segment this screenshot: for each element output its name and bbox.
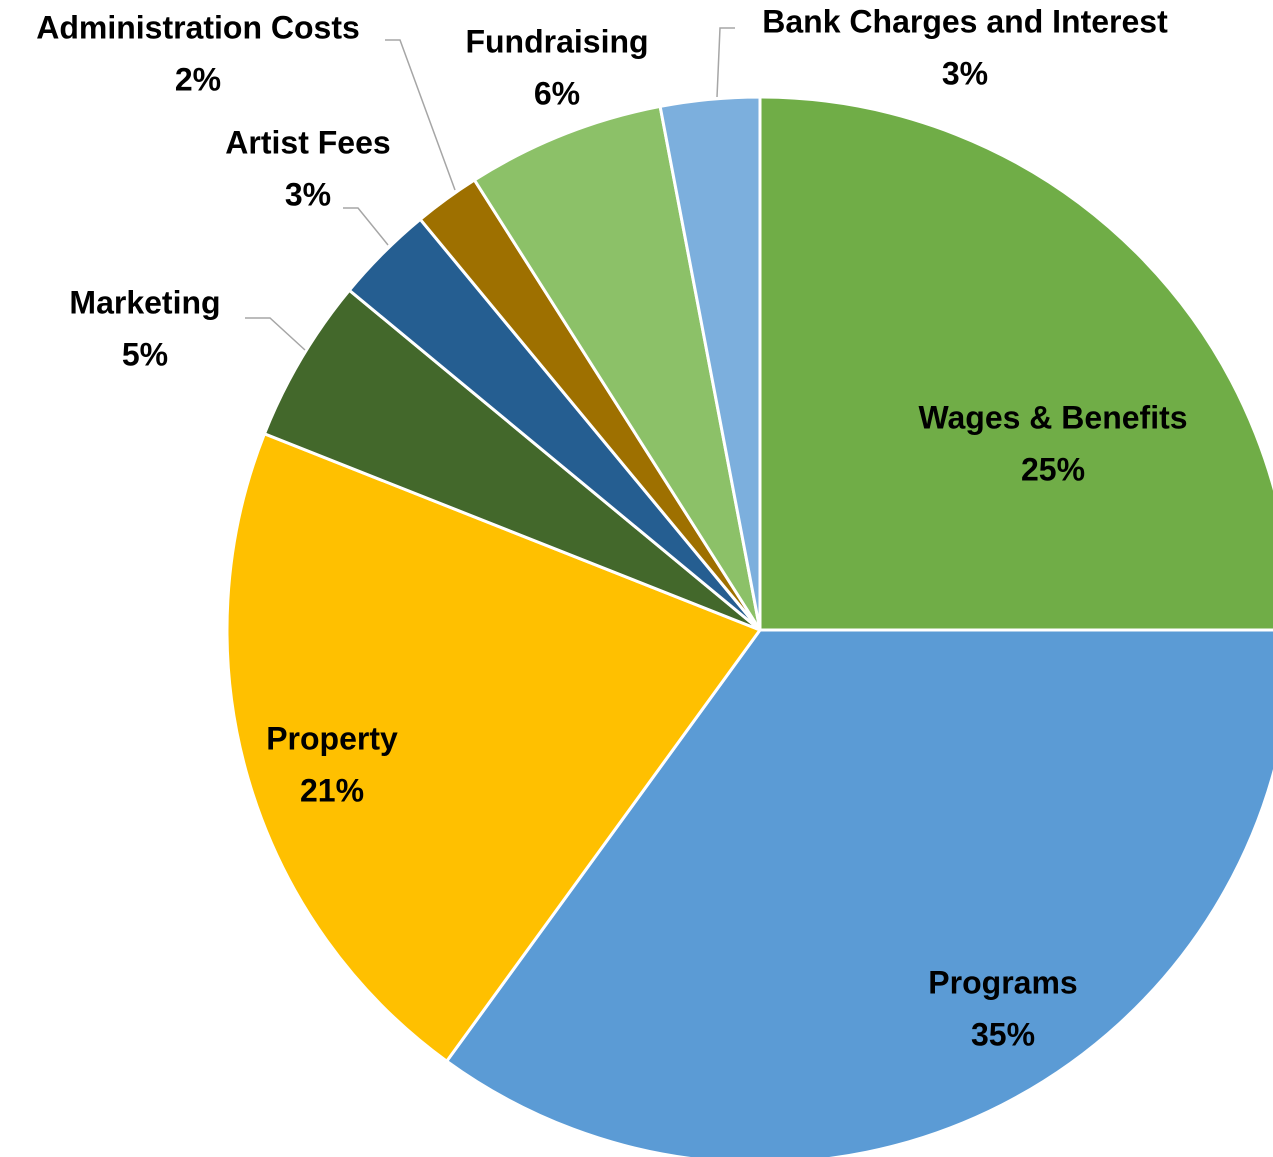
leader-line [716,27,735,98]
pie-slice [225,431,763,1064]
slice-label: Fundraising [465,23,648,59]
slice-value-label: 21% [300,772,364,808]
slice-value-label: 25% [1021,451,1085,487]
pie-slice [444,628,1273,1157]
pie-slice [262,288,761,632]
slice-label: Bank Charges and Interest [762,3,1168,39]
slice-label: Programs [928,964,1077,1000]
pie-slice [472,104,762,631]
slice-value-label: 2% [175,61,221,97]
slice-label: Administration Costs [36,9,360,45]
slice-value-label: 6% [534,75,580,111]
slice-value-label: 35% [971,1016,1035,1052]
slice-label: Wages & Benefits [918,399,1187,435]
leader-line [385,39,456,191]
slice-value-label: 3% [942,55,988,91]
slice-label: Artist Fees [225,124,390,160]
slice-label: Property [266,720,398,756]
slice-value-label: 3% [285,176,331,212]
slice-label: Marketing [69,284,220,320]
leader-line [245,317,306,351]
pie-slice [658,95,762,631]
pie-slice [758,95,1273,632]
leader-line [343,207,389,246]
slice-value-label: 5% [122,336,168,372]
